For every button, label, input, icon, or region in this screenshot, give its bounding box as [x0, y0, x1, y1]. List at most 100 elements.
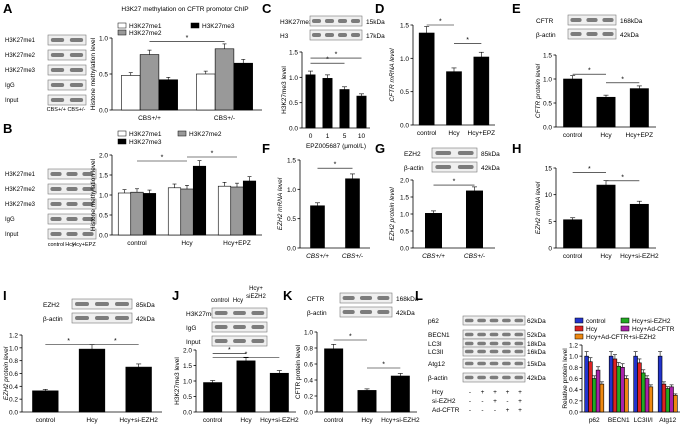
blot-size-label: 15kDa	[527, 361, 546, 368]
blot-row-label: p62	[428, 318, 439, 325]
blot-size-label: 85kDa	[136, 302, 155, 309]
legend-label: H3K27me2	[129, 30, 162, 37]
significance-star: *	[326, 57, 329, 64]
x-tick-label: CBS+/+	[306, 253, 329, 260]
x-tick-label: p62	[589, 417, 600, 424]
x-tick-label: Hcy	[361, 417, 373, 424]
x-tick-label: control	[36, 417, 56, 424]
blot-band-signal	[514, 332, 524, 337]
blot-band	[431, 147, 478, 159]
panel-label: C	[262, 1, 272, 16]
y-tick-label: 0.0	[99, 233, 108, 240]
y-axis-label: EZH2 protein level	[3, 346, 10, 400]
y-tick-label: 0.6	[9, 371, 18, 378]
significance-star: *	[588, 166, 591, 173]
panel-label: J	[172, 288, 179, 303]
legend-swatch	[117, 138, 127, 145]
bar	[644, 378, 650, 413]
y-tick-label: 0.0	[287, 246, 296, 253]
legend-label: H3K27me2	[189, 131, 222, 138]
blot-band-signal	[214, 339, 228, 343]
bar	[563, 219, 583, 249]
blot-band-signal	[82, 217, 94, 221]
x-tick-label: Hcy	[240, 417, 252, 424]
blot-band-signal	[251, 325, 265, 329]
blot-band-signal	[66, 187, 78, 191]
blot-band-signal	[82, 202, 94, 206]
y-tick-label: 1.0	[543, 77, 552, 84]
blot-band-signal	[570, 32, 582, 36]
blot-band-signal	[50, 38, 65, 42]
blot-band-signal	[464, 332, 474, 337]
x-tick-label: Hcy	[181, 240, 193, 247]
bar	[661, 383, 667, 413]
blot-band-signal	[464, 341, 474, 346]
legend-swatch	[190, 22, 200, 29]
blot-band-signal	[489, 341, 499, 346]
blot-size-label: 42kDa	[481, 165, 500, 172]
treatment-label: Hcy	[432, 389, 444, 396]
gel-band	[47, 79, 87, 91]
y-tick-label: 0.4	[304, 378, 313, 385]
blot-band-signal	[214, 311, 228, 315]
treatment-label: Ad-CFTR	[432, 407, 460, 414]
y-axis-label: CFTR protein level	[295, 344, 302, 399]
y-tick-label: 0.0	[400, 123, 409, 130]
blot-band-signal	[69, 38, 84, 42]
blot-band-signal	[602, 32, 614, 36]
blot-band-signal	[82, 232, 94, 236]
gel-lane-label: Hcy+EPZ	[72, 242, 96, 248]
panel-label: L	[415, 288, 423, 303]
blot-band-signal	[489, 349, 499, 354]
y-axis-label: Histone methylation level	[90, 158, 97, 231]
x-tick-label: 10	[358, 133, 366, 140]
blot-band-signal	[464, 375, 474, 380]
bar	[345, 178, 360, 249]
blot-band-signal	[50, 98, 65, 102]
blot-row-label: H3K27me3	[280, 19, 313, 26]
blot-band-signal	[602, 18, 614, 22]
legend-label: H3K27me3	[129, 139, 162, 146]
blot-size-label: 17kDa	[366, 33, 385, 40]
blot-band-signal	[350, 33, 361, 37]
blot-band-signal	[570, 18, 582, 22]
legend-swatch	[117, 130, 127, 137]
y-tick-label: 1.2	[9, 333, 18, 340]
y-tick-label: 0.8	[9, 358, 18, 365]
blot-band-signal	[586, 18, 598, 22]
bar	[612, 358, 618, 413]
y-tick-label: 10	[545, 192, 553, 199]
gel-row-label: H3K27me2	[5, 53, 36, 59]
bar	[180, 188, 194, 236]
bar	[158, 79, 178, 111]
legend-label: Hcy+si-EZH2	[632, 318, 671, 325]
blot-band-signal	[586, 32, 598, 36]
blot-band-signal	[337, 19, 348, 23]
blot-band-signal	[69, 53, 84, 57]
gel-row-label: H3K27me1	[5, 38, 36, 44]
blot-band-signal	[233, 339, 246, 343]
bar	[424, 213, 442, 249]
treatment-sign: +	[481, 389, 485, 396]
treatment-sign: -	[469, 398, 471, 405]
y-tick-label: 1.5	[400, 23, 409, 30]
y-tick-label: 1.0	[400, 56, 409, 63]
x-tick-label: control	[563, 253, 583, 260]
blot-size-label: 42kDa	[396, 310, 415, 317]
blot-band-signal	[514, 375, 524, 380]
legend-label: Hcy	[586, 326, 598, 333]
legend-swatch	[620, 317, 630, 324]
bar	[633, 355, 638, 413]
bar	[242, 180, 257, 236]
gel-row-label: H3K27me2	[5, 187, 36, 193]
y-tick-label: 1.0	[289, 75, 298, 82]
gel-row-label: H3K27me1	[5, 172, 36, 178]
bar	[657, 355, 663, 413]
panel-label: I	[3, 288, 7, 303]
x-tick-label: LC3II/I	[634, 417, 653, 424]
blot-band-signal	[502, 341, 511, 346]
blot-band-signal	[251, 339, 265, 343]
legend-swatch	[574, 333, 584, 340]
bar	[665, 388, 670, 413]
